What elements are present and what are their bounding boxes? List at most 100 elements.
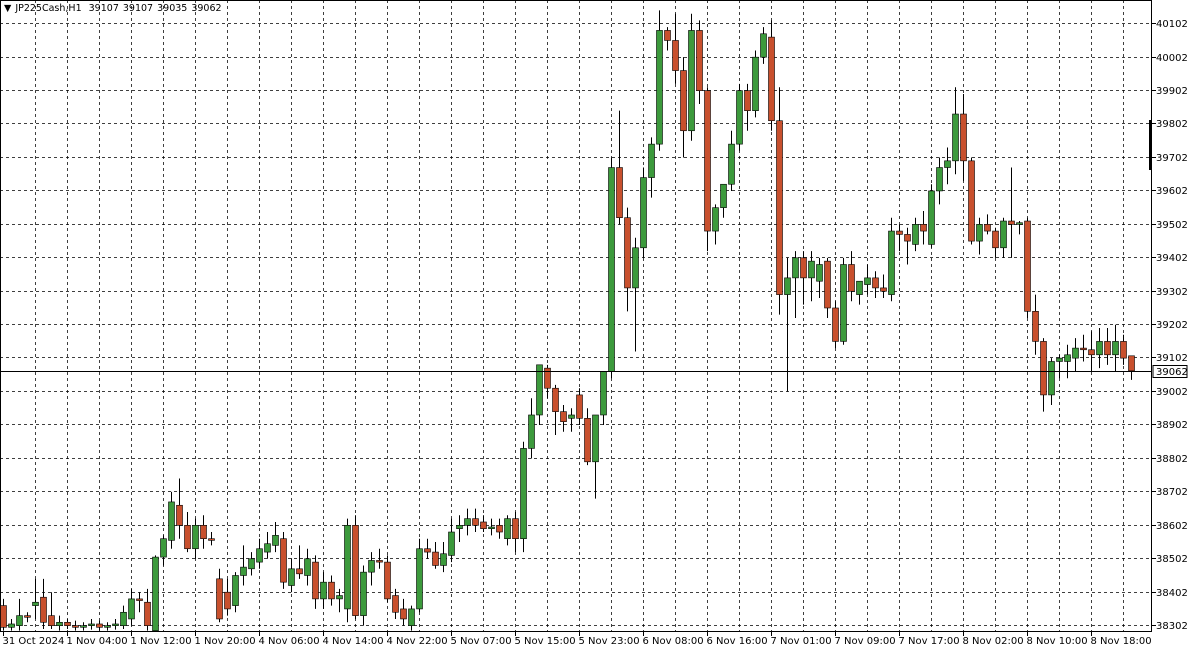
candle-body: [344, 525, 351, 610]
candle-body: [120, 611, 127, 626]
candle-body: [984, 224, 991, 232]
y-tick-label: 39302: [1156, 287, 1188, 298]
candle-body: [136, 598, 143, 601]
candle-body: [1120, 341, 1127, 359]
candle-body: [200, 525, 207, 540]
candle-body: [1064, 354, 1071, 362]
candle-body: [192, 525, 199, 550]
candle-body: [1048, 361, 1055, 396]
candle-body: [704, 90, 711, 232]
candle-body: [304, 558, 311, 576]
x-tick-label: 4 Nov 22:00: [387, 636, 448, 647]
y-tick-label: 38702: [1156, 487, 1188, 498]
candle-body: [816, 264, 823, 282]
candle-body: [1112, 341, 1119, 356]
candle-body: [352, 525, 359, 616]
candle-body: [888, 230, 895, 295]
candle-body: [56, 622, 63, 626]
x-tick-label: 1 Nov 04:00: [67, 636, 128, 647]
candle-body: [488, 526, 495, 529]
candle-body: [664, 30, 671, 41]
candle-body: [440, 553, 447, 566]
chart-header: ▼ JP225Cash,H1 39107 39107 39035 39062: [4, 3, 226, 14]
candle-body: [672, 40, 679, 71]
y-tick-label: 38902: [1156, 420, 1188, 431]
candle-body: [24, 615, 31, 618]
candle-body: [16, 615, 23, 626]
candle-body: [384, 561, 391, 600]
candle-body: [464, 518, 471, 526]
x-tick-label: 5 Nov 23:00: [579, 636, 640, 647]
candle-body: [232, 575, 239, 606]
candle-body: [368, 560, 375, 573]
y-tick-label: 38602: [1156, 521, 1188, 532]
candle-body: [680, 70, 687, 132]
candle-body: [736, 90, 743, 145]
candle-body: [240, 566, 247, 576]
candle-body: [648, 143, 655, 178]
candle-body: [160, 538, 167, 558]
price-label: 39062: [1156, 367, 1188, 378]
candle-body: [144, 601, 151, 626]
candle-body: [432, 551, 439, 566]
chart-title: JP225Cash,H1: [15, 3, 82, 14]
candle-body: [544, 367, 551, 389]
candle-body: [112, 623, 119, 626]
candle-body: [392, 595, 399, 613]
candle-body: [360, 571, 367, 616]
header-arrow[interactable]: ▼: [4, 3, 12, 14]
x-tick-label: 8 Nov 10:00: [1027, 636, 1088, 647]
y-tick-label: 39402: [1156, 253, 1188, 264]
candle-body: [688, 30, 695, 132]
y-tick-label: 39702: [1156, 153, 1188, 164]
candle-body: [1032, 311, 1039, 342]
candle-body: [1128, 355, 1135, 372]
candle-body: [1080, 347, 1087, 351]
candle-body: [408, 608, 415, 626]
candle-body: [752, 56, 759, 111]
candle-body: [288, 568, 295, 586]
candle-body: [784, 277, 791, 295]
last-low: 39035: [157, 3, 188, 14]
candle-body: [336, 595, 343, 600]
candle-body: [1072, 347, 1079, 359]
candle-body: [896, 230, 903, 235]
candle-body: [1008, 220, 1015, 225]
candle-body: [864, 277, 871, 285]
candle-body: [312, 561, 319, 600]
candle-body: [840, 264, 847, 342]
candle-body: [944, 160, 951, 168]
candle-body: [264, 543, 271, 553]
candle-body: [656, 30, 663, 145]
candle-body: [592, 414, 599, 463]
candle-body: [64, 622, 71, 626]
candle-body: [416, 548, 423, 610]
candle-body: [920, 224, 927, 232]
candle-body: [72, 625, 79, 628]
candle-body: [928, 190, 935, 245]
candle-body: [624, 217, 631, 289]
candle-body: [80, 625, 87, 628]
y-tick-label: 38302: [1156, 621, 1188, 632]
candle-body: [168, 501, 175, 541]
candle-body: [576, 394, 583, 419]
candle-body: [960, 113, 967, 162]
candle-body: [728, 143, 735, 185]
candle-body: [376, 560, 383, 563]
candle-body: [528, 414, 535, 449]
candle-body: [552, 387, 559, 412]
candle-body: [608, 167, 615, 372]
candle-body: [640, 177, 647, 249]
candle-body: [1000, 220, 1007, 249]
candle-body: [808, 260, 815, 279]
last-close: 39062: [191, 3, 222, 14]
candle-body: [880, 287, 887, 292]
y-tick-label: 39202: [1156, 320, 1188, 331]
candle-body: [792, 257, 799, 279]
candle-body: [512, 518, 519, 540]
candle-body: [568, 414, 575, 419]
candle-body: [536, 364, 543, 416]
x-tick-label: 4 Nov 14:00: [323, 636, 384, 647]
last-high: 39107: [122, 3, 154, 14]
x-tick-label: 6 Nov 16:00: [707, 636, 768, 647]
